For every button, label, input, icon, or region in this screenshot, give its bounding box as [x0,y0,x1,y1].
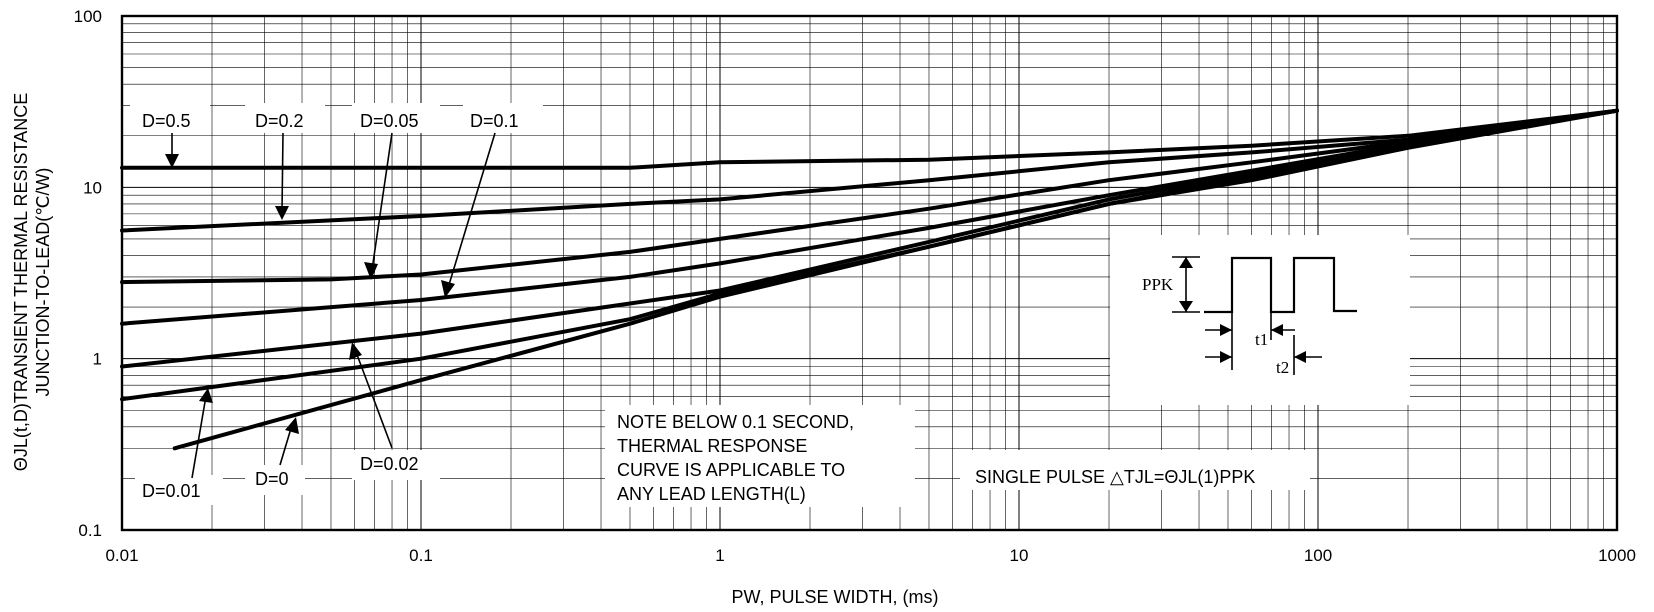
t1-label: t1 [1255,330,1268,349]
arrowhead-d05 [165,154,179,168]
y-tick-label: 0.1 [78,521,102,540]
t2-arrow-left-icon [1220,351,1232,363]
d02-label-bg [245,103,325,133]
ppk-label: PPK [1142,275,1174,294]
y-axis-title-line2: JUNCTION-TO-LEAD(℃/W) [33,168,53,397]
x-tick-label: 0.01 [105,546,138,565]
note-line-1: NOTE BELOW 0.1 SECOND, [617,412,854,432]
arrowhead-d02 [275,206,289,220]
y-tick-label: 1 [93,350,102,369]
d05-label-bg [130,103,210,133]
leader-d02 [281,132,284,213]
label-d05: D=0.5 [142,111,191,131]
label-d0: D=0 [255,469,289,489]
curve-d-0-1 [120,108,1619,326]
arrowhead-d005 [364,262,378,280]
d001-label-bg [135,475,223,505]
x-tick-label: 1 [715,546,724,565]
leader-d001 [191,395,207,479]
curve-d-0-05 [120,108,1619,285]
leader-d0 [279,424,293,466]
label-backgrounds [130,103,1410,507]
arrowhead-d002 [349,342,362,360]
note-line-4: ANY LEAD LENGTH(L) [617,484,806,504]
label-d002: D=0.02 [360,454,419,474]
t1-arrow-icon [1220,324,1232,336]
inset-bg [1110,235,1410,405]
leader-lines [165,132,496,479]
single-pulse-formula: SINGLE PULSE △TJL=ΘJL(1)PPK [975,467,1255,487]
arrowhead-d001 [199,388,213,403]
arrowhead-d0 [285,417,299,434]
note-line-2: THERMAL RESPONSE [617,436,807,456]
d005-label-bg [352,103,440,133]
y-tick-label: 100 [74,7,102,26]
y-axis-title-line1: ΘJL(t,D)TRANSIENT THERMAL RESISTANCE [11,93,31,471]
x-tick-label: 100 [1304,546,1332,565]
label-d01: D=0.1 [470,111,519,131]
x-tick-label: 0.1 [409,546,433,565]
note-block: NOTE BELOW 0.1 SECOND, THERMAL RESPONSE … [617,412,854,504]
curve-d-0 [172,108,1619,451]
ppk-arrow-up-icon [1179,257,1193,268]
x-tick-label: 10 [1010,546,1029,565]
axes-frame [120,14,1619,532]
d01-label-bg [463,103,543,133]
d002-label-bg [352,450,440,480]
t1-arrow-right-icon [1271,324,1283,336]
pulse-waveform-inset: PPK t1 t2 [1142,256,1357,377]
note-line-3: CURVE IS APPLICABLE TO [617,460,845,480]
pulse-waveform [1204,256,1357,314]
label-d001: D=0.01 [142,481,201,501]
y-tick-label: 10 [83,178,102,197]
t2-arrow-right-icon [1294,351,1306,363]
leader-d005 [371,132,393,271]
arrowhead-d01 [441,280,455,298]
t2-label: t2 [1276,358,1289,377]
x-axis-title: PW, PULSE WIDTH, (ms) [732,587,939,607]
x-tick-label: 1000 [1598,546,1636,565]
single-pulse-bg [960,450,1310,490]
label-d005: D=0.05 [360,111,419,131]
ppk-arrow-down-icon [1179,301,1193,312]
curve-d-0-5 [120,108,1619,170]
note-box-bg [605,405,915,507]
leader-d01 [447,132,496,289]
d0-label-bg [245,465,305,495]
leader-d002 [355,351,393,449]
curve-d-0-2 [120,108,1619,233]
label-d02: D=0.2 [255,111,304,131]
plot-border [120,14,1619,532]
curves [120,108,1619,451]
